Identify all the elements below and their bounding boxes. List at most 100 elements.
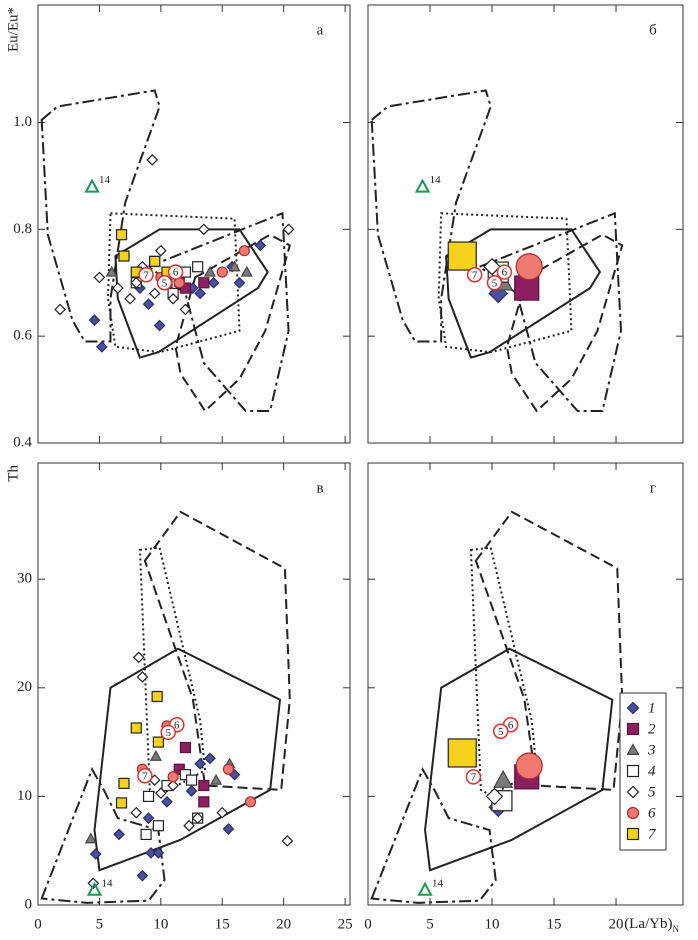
data-point (222, 823, 235, 835)
annotation-label: 14 (102, 877, 114, 889)
data-point (118, 777, 130, 789)
x-tick-label: 25 (338, 916, 353, 932)
field-outline (469, 546, 538, 797)
y-tick-label: 0 (25, 896, 33, 912)
data-point (216, 266, 228, 278)
data-point (146, 154, 159, 166)
point-label: 6 (174, 719, 180, 731)
point-label: 7 (143, 269, 149, 281)
data-point (447, 738, 477, 768)
data-point (152, 847, 165, 859)
point-label-marker (160, 724, 176, 741)
data-point (153, 319, 166, 332)
plot-frame (367, 4, 684, 444)
data-point (105, 265, 118, 277)
y-axis-label: Eu/Eu* (5, 7, 21, 52)
annotation-label: 14 (430, 174, 442, 186)
legend-label: 7 (648, 826, 657, 842)
field-outline (146, 211, 290, 412)
data-point (113, 828, 125, 841)
annotation-label: 14 (432, 877, 444, 889)
data-point (154, 787, 167, 799)
field-outline (174, 233, 291, 413)
field-outline (143, 510, 291, 791)
data-point (152, 820, 164, 832)
plot-frame (37, 462, 351, 906)
field-outline (477, 211, 622, 412)
data-point (515, 752, 543, 780)
data-point (167, 779, 179, 792)
field-outline (474, 510, 624, 791)
data-point (142, 790, 155, 803)
data-point (447, 241, 477, 271)
data-point (130, 722, 142, 734)
y-tick-label: 20 (17, 679, 32, 695)
data-point (142, 812, 155, 824)
panel-label: г (650, 480, 656, 496)
data-point (154, 244, 167, 257)
plot-frame (37, 4, 351, 444)
y-tick-label: 0.4 (13, 434, 32, 450)
field-outline (445, 228, 602, 359)
point-label-marker (156, 275, 173, 291)
panel-label: а (317, 22, 324, 38)
panel-label: б (649, 22, 657, 38)
point-label: 5 (498, 726, 504, 738)
point-label: 7 (472, 269, 478, 281)
field-outline (370, 766, 497, 904)
x-tick-label: 0 (364, 916, 372, 932)
legend-marker (626, 722, 640, 736)
legend-label: 5 (648, 784, 656, 800)
data-point (238, 245, 250, 257)
legend-marker (626, 806, 640, 820)
data-point (216, 806, 229, 819)
point-label-marker (466, 266, 483, 283)
data-point (483, 257, 501, 276)
data-point (132, 651, 145, 664)
data-point (204, 752, 216, 765)
legend-label: 2 (648, 721, 656, 737)
point-label: 5 (162, 277, 168, 289)
data-point (198, 277, 210, 289)
data-point (111, 282, 124, 294)
data-point (161, 795, 173, 808)
data-point (89, 848, 102, 860)
annotation-marker (84, 178, 100, 193)
data-point (197, 223, 210, 236)
x-tick-label: 20 (609, 916, 624, 932)
x-tick-label: 0 (34, 916, 42, 932)
data-point (515, 253, 543, 281)
data-point (244, 796, 257, 808)
data-point (136, 671, 149, 683)
legend-label: 6 (648, 805, 656, 821)
data-point (233, 276, 246, 289)
point-label: 5 (165, 727, 171, 739)
legend-label: 1 (648, 700, 656, 716)
data-point (84, 832, 97, 844)
data-point (142, 298, 155, 310)
data-point (207, 276, 220, 289)
data-point (485, 787, 504, 806)
x-axis-label: (La/Yb)N (624, 916, 679, 934)
data-point (228, 260, 241, 272)
point-label: 6 (502, 267, 508, 279)
point-label: 6 (508, 719, 514, 731)
field-outline (114, 228, 269, 359)
x-tick-label: 15 (215, 916, 230, 932)
data-point (194, 287, 206, 300)
y-axis-label: Th (5, 465, 21, 482)
data-point (167, 771, 179, 783)
panel-label: в (316, 480, 323, 496)
legend-marker (626, 743, 640, 756)
field-outline (505, 233, 624, 413)
data-point (185, 774, 198, 786)
x-tick-label: 5 (426, 916, 434, 932)
point-label: 5 (492, 277, 498, 289)
data-point (118, 250, 130, 262)
point-label-marker (492, 723, 509, 739)
y-tick-label: 0.8 (13, 221, 32, 237)
x-axis-label-main: (La/Yb) (624, 916, 672, 932)
data-point (151, 690, 163, 703)
point-label-marker (496, 264, 513, 280)
